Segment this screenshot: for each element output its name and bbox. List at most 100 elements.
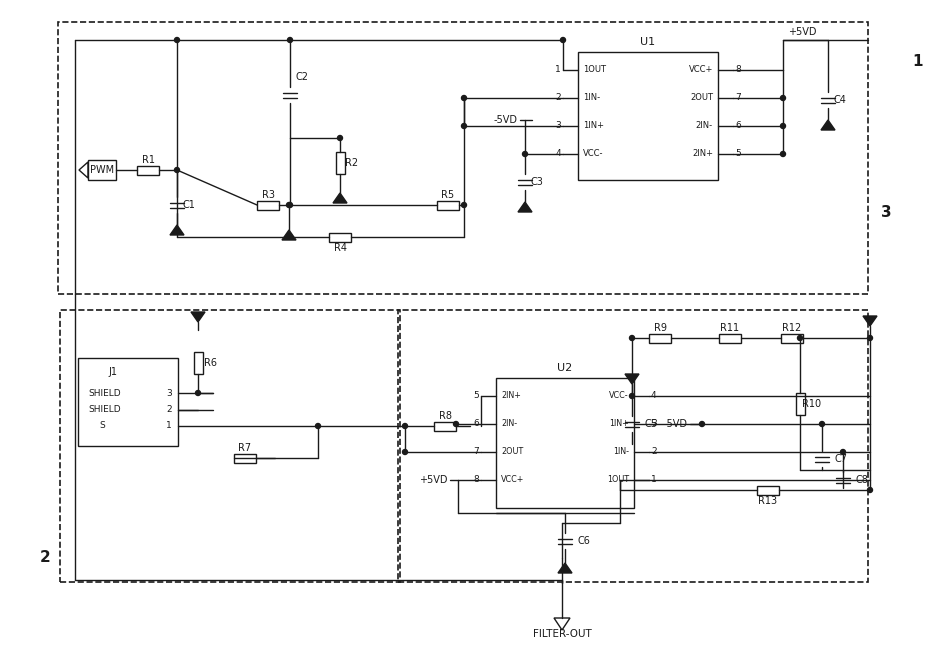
Circle shape [403,424,407,428]
Circle shape [461,203,467,207]
Text: 1OUT: 1OUT [583,65,606,75]
Bar [437,201,459,209]
Text: 1: 1 [651,476,657,484]
Polygon shape [282,230,296,240]
Circle shape [630,336,634,340]
Bar [434,422,456,430]
Polygon shape [863,316,877,326]
Polygon shape [191,312,205,322]
Text: C6: C6 [577,536,590,546]
Text: R3: R3 [261,190,274,200]
Text: 5: 5 [473,392,479,400]
Text: C1: C1 [182,200,195,210]
Polygon shape [518,202,532,212]
Polygon shape [558,563,572,573]
Text: C5: C5 [644,419,657,429]
Text: +5VD: +5VD [788,27,817,37]
Text: -5VD: -5VD [664,419,688,429]
Text: C3: C3 [530,177,543,187]
Text: 2: 2 [166,406,172,414]
Text: U2: U2 [557,363,573,373]
Text: C4: C4 [833,95,846,105]
Text: R9: R9 [654,323,667,333]
Text: J1: J1 [108,367,117,377]
Bar [781,334,803,342]
Polygon shape [821,120,835,130]
Text: 2: 2 [40,550,50,564]
Text: VCC-: VCC- [583,149,604,159]
Text: U1: U1 [641,37,656,47]
Text: C8: C8 [855,475,868,485]
Polygon shape [333,193,347,203]
Circle shape [841,450,845,454]
Text: 6: 6 [735,121,741,131]
Circle shape [461,95,467,101]
Text: C7: C7 [834,454,847,464]
Circle shape [175,37,179,43]
Bar [795,393,804,415]
Text: R7: R7 [238,443,251,453]
Circle shape [819,422,825,426]
Text: 6: 6 [473,420,479,428]
Bar [757,486,779,494]
Text: R1: R1 [141,155,154,165]
Text: R8: R8 [439,411,451,421]
Circle shape [868,488,872,492]
Text: 2IN-: 2IN- [501,420,517,428]
Text: 5: 5 [735,149,741,159]
Circle shape [780,123,786,129]
Circle shape [287,37,293,43]
Bar [719,334,741,342]
Text: R10: R10 [803,399,821,409]
Bar [257,201,279,209]
Polygon shape [625,374,639,384]
Text: R4: R4 [334,243,347,253]
Text: 3: 3 [881,205,891,220]
Text: 7: 7 [735,93,741,103]
Text: 1: 1 [166,422,172,430]
Text: 1IN-: 1IN- [613,448,629,456]
Text: 3: 3 [166,388,172,398]
Text: S: S [100,422,105,430]
Text: 1IN+: 1IN+ [609,420,629,428]
Text: 4: 4 [651,392,657,400]
Circle shape [868,336,872,340]
Bar [78,358,178,446]
Text: 2IN+: 2IN+ [501,392,521,400]
Text: SHIELD: SHIELD [88,406,121,414]
Text: R12: R12 [782,323,802,333]
Text: +5VD: +5VD [419,475,448,485]
Bar [234,454,256,462]
Circle shape [523,151,527,157]
Text: VCC+: VCC+ [688,65,713,75]
Bar [58,22,868,294]
Circle shape [780,151,786,157]
Circle shape [338,135,342,141]
Text: 2OUT: 2OUT [501,448,524,456]
Text: R2: R2 [345,158,359,168]
Circle shape [780,95,786,101]
Bar [649,334,671,342]
Text: 2IN-: 2IN- [696,121,713,131]
Bar [137,165,159,175]
Circle shape [699,422,705,426]
Text: R5: R5 [442,190,455,200]
Circle shape [454,422,458,426]
Circle shape [195,390,201,396]
Text: 8: 8 [735,65,741,75]
Text: 1: 1 [912,55,923,69]
Text: 7: 7 [473,448,479,456]
Bar [336,152,344,174]
Text: 1OUT: 1OUT [607,476,629,484]
Text: C2: C2 [295,72,308,82]
Text: 1IN-: 1IN- [583,93,600,103]
Circle shape [461,123,467,129]
Circle shape [798,336,803,340]
Text: 2: 2 [651,448,657,456]
Circle shape [403,450,407,454]
Circle shape [315,424,321,428]
Text: R11: R11 [721,323,739,333]
Bar [88,160,116,180]
Text: 3: 3 [651,420,657,428]
Text: VCC-: VCC- [609,392,629,400]
